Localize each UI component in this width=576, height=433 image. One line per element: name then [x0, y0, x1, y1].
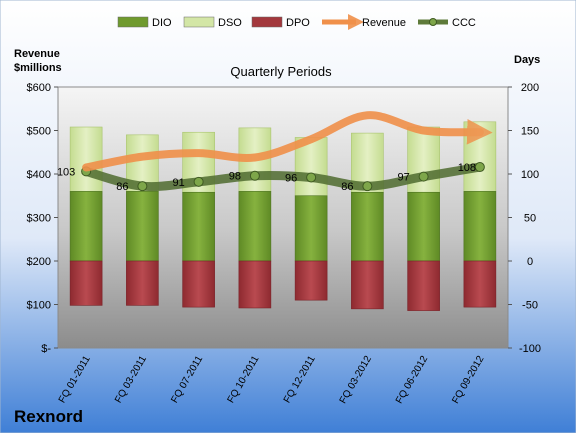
- legend-label: CCC: [452, 17, 476, 29]
- right-tick-label: -50: [522, 300, 538, 312]
- legend-swatch-dpo: [251, 16, 283, 28]
- dio-bar: [294, 195, 328, 262]
- left-tick-label: $200: [27, 256, 51, 268]
- left-axis-label-line1: Revenue: [14, 48, 60, 60]
- ccc-point: [193, 176, 204, 187]
- ccc-data-label: 98: [229, 171, 241, 183]
- dio-bar: [126, 191, 159, 262]
- left-tick-label: $300: [27, 213, 51, 225]
- ccc-data-label: 86: [341, 181, 353, 193]
- legend: DIO DSO DPO Revenue CCC: [117, 13, 476, 31]
- left-tick-label: $100: [27, 300, 51, 312]
- dio-bar: [463, 191, 497, 262]
- ccc-point: [474, 162, 485, 173]
- dpo-bar: [126, 260, 159, 306]
- ccc-data-label: 91: [173, 177, 185, 189]
- left-tick-label: $400: [27, 169, 51, 181]
- ccc-point: [306, 172, 317, 183]
- right-tick-label: 50: [524, 213, 536, 225]
- right-tick-label: -100: [519, 343, 541, 355]
- dpo-bar: [238, 260, 272, 309]
- legend-label: DIO: [152, 17, 172, 29]
- ccc-point: [137, 181, 148, 192]
- ccc-point: [249, 170, 260, 181]
- legend-label: DSO: [218, 17, 242, 29]
- ccc-data-label: 97: [398, 172, 410, 184]
- right-tick-label: 150: [521, 126, 539, 138]
- ccc-data-label: 86: [116, 181, 128, 193]
- dio-bar: [238, 191, 272, 262]
- dpo-bar: [182, 260, 215, 308]
- legend-swatch-dso: [183, 16, 215, 28]
- dpo-bar: [294, 260, 328, 301]
- left-axis-label-line2: $millions: [14, 62, 62, 74]
- legend-swatch-dio: [117, 16, 149, 28]
- ccc-point: [362, 181, 373, 192]
- legend-label: DPO: [286, 17, 310, 29]
- right-tick-label: 200: [521, 82, 539, 94]
- dso-bar: [69, 126, 103, 192]
- ccc-data-label: 103: [57, 166, 75, 178]
- right-tick-label: 100: [521, 169, 539, 181]
- dpo-bar: [407, 260, 440, 311]
- dio-bar: [69, 191, 103, 262]
- ccc-data-label: 108: [458, 162, 476, 174]
- lines-layer: [81, 111, 493, 192]
- dio-bar: [351, 191, 384, 262]
- company-name: Rexnord: [14, 407, 83, 426]
- left-tick-label: $600: [27, 82, 51, 94]
- left-tick-label: $500: [27, 126, 51, 138]
- plot-area: [57, 86, 509, 349]
- ccc-data-label: 96: [285, 172, 297, 184]
- dpo-bar: [351, 260, 384, 310]
- dio-bar: [407, 191, 440, 262]
- legend-swatch-ccc-point: [429, 18, 437, 26]
- legend-label: Revenue: [362, 17, 406, 29]
- dpo-bar: [463, 260, 497, 308]
- chart-title: Quarterly Periods: [230, 64, 332, 79]
- dio-bar: [182, 191, 215, 262]
- left-tick-label: $-: [41, 343, 51, 355]
- revenue-line: [82, 111, 493, 172]
- right-axis-label: Days: [514, 54, 540, 66]
- right-tick-label: 0: [527, 256, 533, 268]
- ccc-point: [418, 171, 429, 182]
- dpo-bar: [69, 260, 103, 306]
- bars-layer: [69, 121, 497, 311]
